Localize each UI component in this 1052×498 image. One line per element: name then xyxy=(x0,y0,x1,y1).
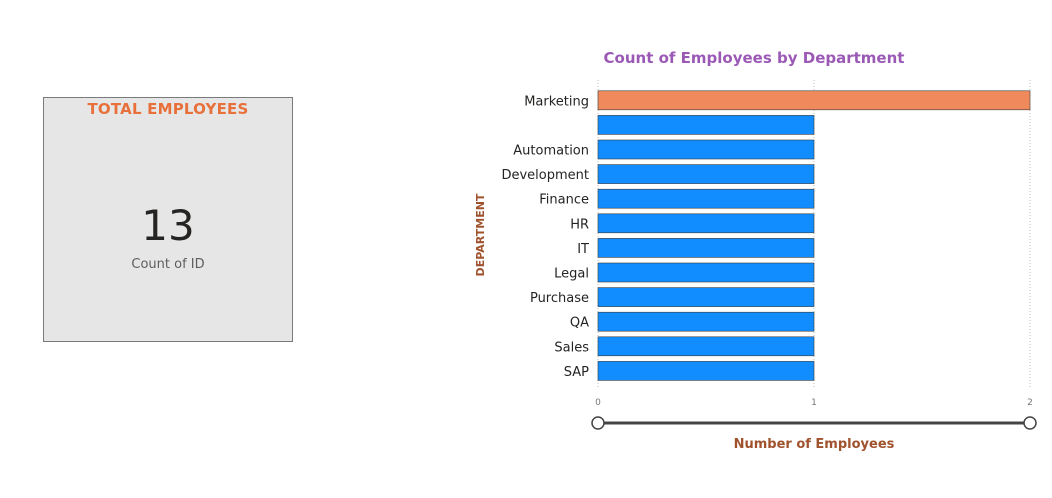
y-axis-title: DEPARTMENT xyxy=(474,193,487,276)
slider-handle-start[interactable] xyxy=(591,416,605,430)
bar[interactable] xyxy=(597,164,815,184)
card-value: 13 xyxy=(141,201,195,250)
x-tick-label: 0 xyxy=(595,398,601,408)
category-label: IT xyxy=(577,242,589,257)
bar[interactable] xyxy=(597,213,815,234)
bar[interactable] xyxy=(597,90,1031,111)
category-label: Finance xyxy=(539,193,589,208)
bar[interactable] xyxy=(597,287,815,307)
chart-title: Count of Employees by Department xyxy=(604,49,905,67)
card-label: Count of ID xyxy=(131,257,205,272)
bar[interactable] xyxy=(597,361,815,381)
category-label: Sales xyxy=(554,340,589,355)
category-label: HR xyxy=(570,217,589,232)
category-label: QA xyxy=(570,316,589,331)
bar[interactable] xyxy=(597,139,815,160)
x-axis-title: Number of Employees xyxy=(734,437,895,452)
category-label: Legal xyxy=(554,267,589,282)
bar[interactable] xyxy=(597,115,815,135)
slider-handle-end[interactable] xyxy=(1023,416,1037,430)
category-label: Purchase xyxy=(530,291,589,306)
x-tick-label: 1 xyxy=(811,398,817,408)
category-label: SAP xyxy=(564,365,589,380)
total-employees-card: TOTAL EMPLOYEES 13 Count of ID xyxy=(43,97,293,342)
x-tick-label: 2 xyxy=(1027,398,1033,408)
bar[interactable] xyxy=(597,238,815,258)
category-label: Marketing xyxy=(524,94,589,109)
bar[interactable] xyxy=(597,262,815,283)
category-label: Development xyxy=(501,168,589,183)
bar[interactable] xyxy=(597,336,815,357)
range-slider[interactable] xyxy=(591,416,1037,430)
card-title: TOTAL EMPLOYEES xyxy=(87,100,249,118)
bar[interactable] xyxy=(597,311,815,332)
category-label: Automation xyxy=(513,144,589,159)
bar[interactable] xyxy=(597,188,815,209)
